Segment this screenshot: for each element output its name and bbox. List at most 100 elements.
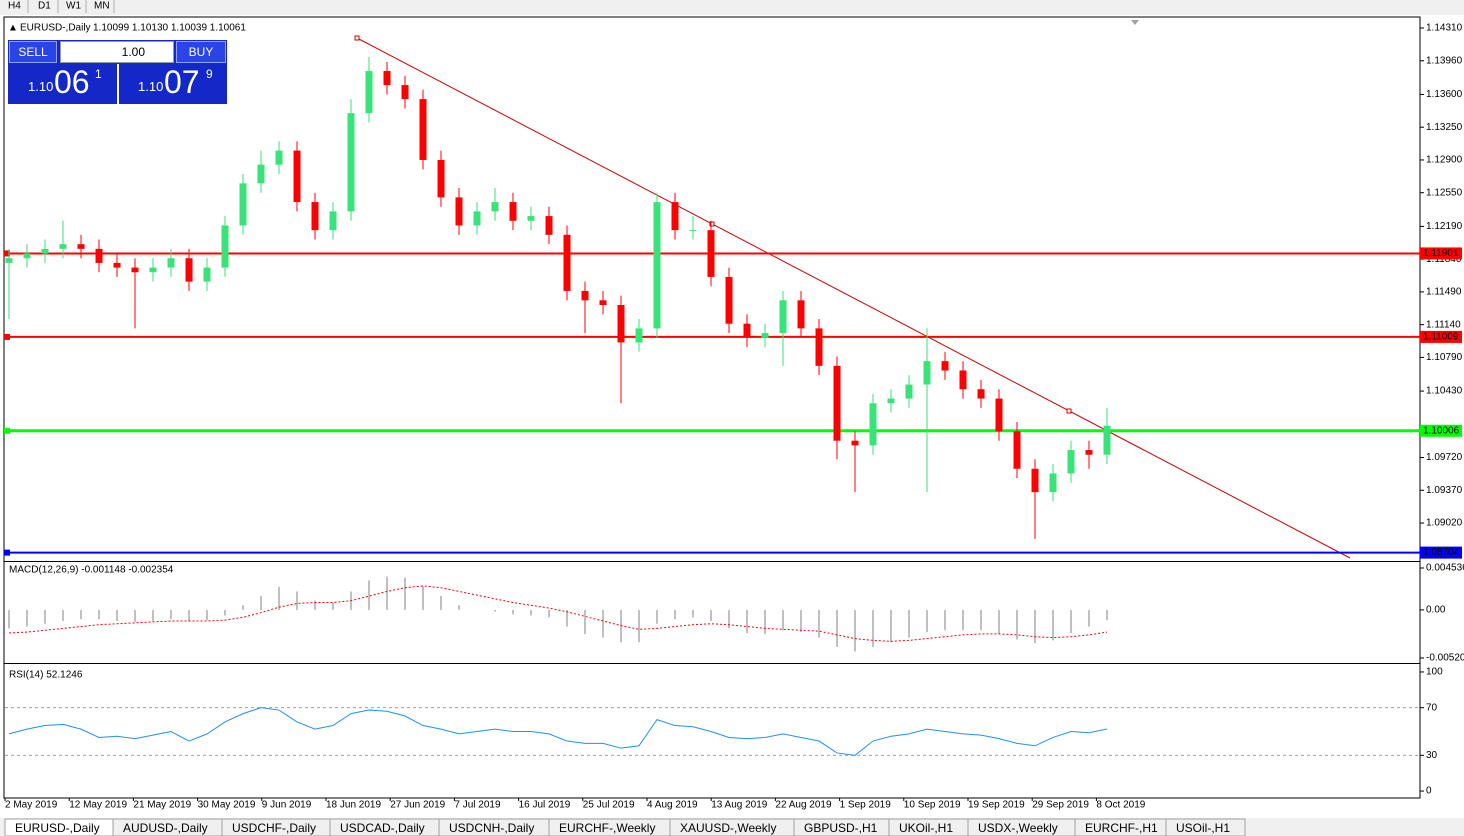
candle-body — [707, 230, 715, 277]
toolbar — [0, 0, 1464, 15]
candle-body — [203, 267, 211, 282]
macd-signal — [8, 585, 1108, 642]
candle-body — [1067, 450, 1075, 474]
tab[interactable]: EURCHF-,H1 — [1085, 821, 1158, 835]
candle-body — [1085, 450, 1093, 455]
candle-body — [635, 328, 643, 343]
candle-body — [131, 267, 139, 273]
y-tick-label: 1.13600 — [1426, 89, 1463, 100]
x-tick-label: 8 Oct 2019 — [1096, 800, 1145, 811]
tab[interactable]: AUDUSD-,Daily — [123, 821, 208, 835]
sell-button[interactable]: SELL — [9, 41, 57, 63]
x-tick-label: 30 May 2019 — [198, 800, 256, 811]
tab[interactable]: USOil-,H1 — [1176, 821, 1230, 835]
symbol-title: EURUSD-,Daily — [20, 23, 91, 34]
level-price-label: 1.11901 — [1423, 248, 1459, 259]
candle-body — [491, 202, 499, 212]
tab[interactable]: USDCNH-,Daily — [449, 821, 534, 835]
level-price-box — [1420, 330, 1462, 343]
candle-body — [149, 267, 157, 273]
candle-body — [977, 389, 985, 399]
ask-big: 1.10 — [138, 79, 164, 94]
y-tick-label: 1.12190 — [1426, 221, 1463, 232]
timeframe-button: H4 — [8, 1, 21, 12]
candle-body — [599, 300, 607, 306]
candle-body — [1049, 473, 1057, 493]
x-tick-label: 4 Aug 2019 — [647, 800, 698, 811]
candle-body — [5, 258, 13, 263]
level-handle — [4, 333, 10, 340]
candle-body — [77, 244, 85, 249]
candle-body — [617, 305, 625, 343]
trendline-handle — [354, 35, 360, 41]
candle-body — [887, 398, 895, 404]
candle-body — [545, 216, 553, 235]
y-tick-label: 1.11490 — [1426, 287, 1462, 298]
level-price-label: 1.11009 — [1423, 332, 1459, 343]
trendline — [356, 37, 1351, 559]
tab[interactable]: USDCHF-,Daily — [232, 821, 316, 835]
y-tick-label: 1.13960 — [1426, 55, 1463, 66]
ask-point: 9 — [206, 67, 213, 81]
chart-frame — [3, 16, 1421, 799]
y-tick-label: 0 — [1426, 786, 1432, 797]
y-tick-label: 1.11140 — [1426, 319, 1461, 330]
trendline-handle — [1066, 408, 1072, 414]
candle-body — [473, 211, 481, 226]
candle-body — [743, 323, 751, 338]
level-price-box — [1420, 247, 1462, 260]
timeframe-button: MN — [94, 1, 110, 12]
candle-body — [905, 384, 913, 399]
candle-body — [1031, 468, 1039, 493]
candle-body — [95, 248, 103, 263]
x-tick-label: 13 Aug 2019 — [711, 800, 768, 811]
candle-body — [797, 300, 805, 329]
collapse-icon: ▲ — [8, 23, 18, 34]
candle-body — [23, 253, 31, 259]
candle-body — [419, 99, 427, 160]
candle-body — [185, 258, 193, 282]
level-price-box — [1420, 546, 1462, 559]
x-tick-label: 2 May 2019 — [5, 800, 58, 811]
bid-big: 1.10 — [28, 79, 54, 94]
tab[interactable]: GBPUSD-,H1 — [804, 821, 878, 835]
y-tick-label: 1.09720 — [1426, 452, 1463, 463]
candle-body — [671, 202, 679, 231]
level-handle — [4, 427, 10, 434]
buy-button[interactable]: BUY — [176, 41, 226, 63]
tab[interactable]: EURUSD-,Daily — [15, 821, 100, 835]
y-tick-label: 1.12550 — [1426, 187, 1463, 198]
candle-body — [455, 197, 463, 226]
candle-body — [725, 276, 733, 324]
tab[interactable]: USDCAD-,Daily — [340, 821, 425, 835]
tab[interactable]: USDX-,Weekly — [978, 821, 1058, 835]
x-tick-label: 25 Jul 2019 — [583, 800, 635, 811]
candle-body — [383, 71, 391, 86]
candle-body — [365, 71, 373, 114]
y-tick-label: 1.10790 — [1426, 352, 1463, 363]
candle-body — [653, 202, 661, 329]
level-handle — [4, 549, 10, 556]
price-divider — [117, 64, 119, 104]
candle-body — [221, 225, 229, 268]
candle-body — [941, 361, 949, 371]
lot-input[interactable]: 1.00 — [60, 41, 174, 63]
candle-body — [851, 440, 859, 446]
tab[interactable]: XAUUSD-,Weekly — [680, 821, 776, 835]
bid-pips: 06 — [54, 64, 90, 100]
candle-body — [329, 211, 337, 231]
level-handle — [4, 250, 10, 257]
candle-body — [167, 258, 175, 268]
tab[interactable]: EURCHF-,Weekly — [559, 821, 655, 835]
x-tick-label: 19 Sep 2019 — [968, 800, 1025, 811]
rsi-title: RSI(14) 52.1246 — [9, 670, 83, 681]
level-price-label: 1.08704 — [1423, 547, 1460, 558]
candle-body — [1103, 425, 1111, 455]
tab[interactable]: UKOil-,H1 — [899, 821, 953, 835]
candle-body — [257, 164, 265, 184]
candle-body — [1013, 431, 1021, 469]
x-tick-label: 9 Jun 2019 — [262, 800, 312, 811]
ask-pips: 07 — [164, 64, 200, 100]
candle-body — [347, 113, 355, 212]
